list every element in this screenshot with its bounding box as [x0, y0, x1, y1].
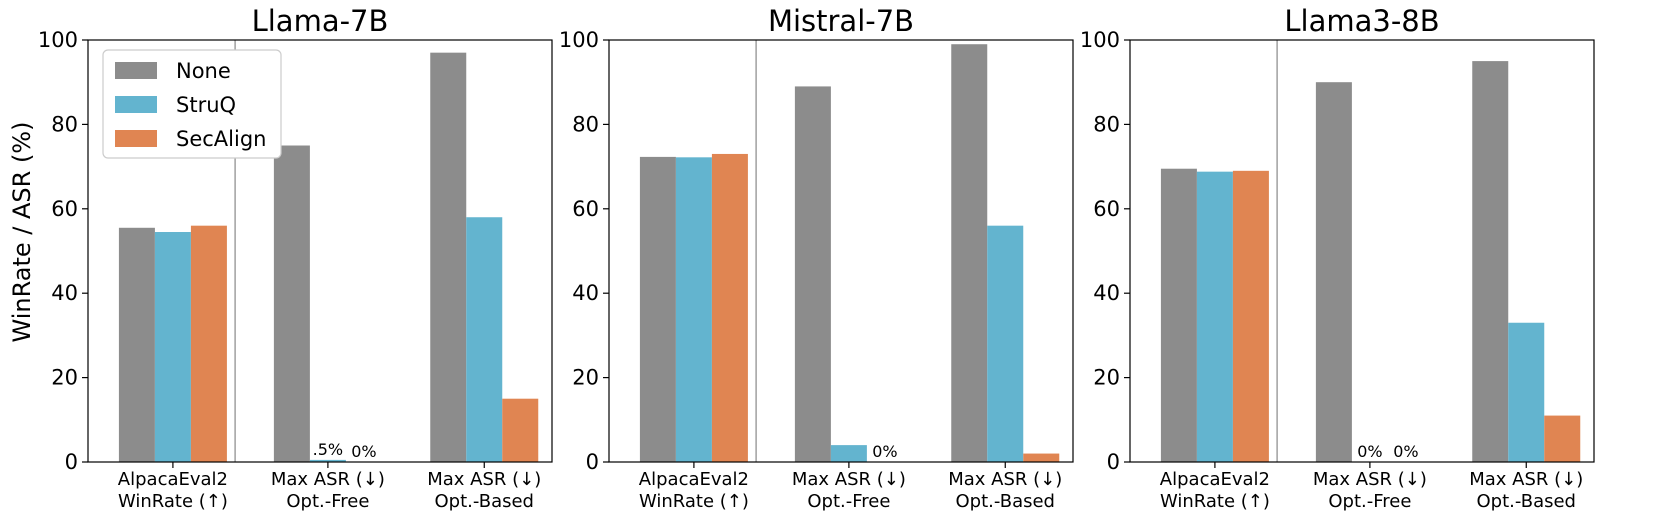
y-tick-label: 100 — [38, 28, 78, 52]
x-tick-label: AlpacaEval2 — [1160, 469, 1270, 490]
x-tick-label: Opt.-Free — [807, 491, 890, 512]
legend-swatch-struq — [115, 96, 157, 113]
data-label: 0% — [872, 442, 897, 461]
bar-secalign-1 — [1232, 170, 1269, 462]
x-tick-label: WinRate (↑) — [639, 491, 749, 512]
bar-none-1 — [118, 227, 155, 462]
bar-struq-1 — [154, 232, 191, 462]
legend-label-struq: StruQ — [176, 93, 236, 117]
y-tick-label: 40 — [1093, 281, 1120, 305]
x-tick-label: Opt.-Free — [286, 491, 369, 512]
x-tick-label: Max ASR (↓) — [948, 469, 1062, 490]
x-tick-label: Max ASR (↓) — [1469, 469, 1583, 490]
bar-secalign-1 — [190, 225, 227, 462]
x-tick-label: Opt.-Based — [435, 491, 534, 512]
axes-frame — [87, 39, 553, 463]
bar-struq-2 — [830, 445, 867, 462]
axes-frame — [608, 39, 1074, 463]
y-tick-label: 80 — [572, 112, 599, 136]
y-axis-label: WinRate / ASR (%) — [8, 122, 36, 343]
y-tick-label: 100 — [559, 28, 599, 52]
bar-struq-1 — [1196, 171, 1233, 462]
legend-swatch-none — [115, 62, 157, 79]
y-tick-label: 20 — [51, 366, 78, 390]
bar-none-2 — [1315, 82, 1352, 462]
bar-struq-3 — [466, 217, 503, 462]
bar-struq-1 — [675, 157, 712, 463]
y-tick-label: 0 — [586, 450, 599, 474]
bar-secalign-3 — [1023, 453, 1060, 462]
chart-panel-1: Llama-7B .5% 0% 0 20 40 60 80 100 AlpacaEval2WinR… — [38, 4, 553, 512]
y-tick-label: 60 — [572, 197, 599, 221]
bar-none-2 — [794, 86, 831, 463]
bar-secalign-3 — [502, 398, 539, 462]
y-tick-label: 40 — [572, 281, 599, 305]
chart-panel-3: Llama3-8B 0% 0% 0 20 40 60 80 100 AlpacaEval2WinR… — [1080, 4, 1595, 512]
data-label: .5% — [313, 440, 343, 459]
y-tick-label: 20 — [1093, 366, 1120, 390]
bar-none-1 — [639, 156, 676, 463]
x-tick-label: Opt.-Based — [956, 491, 1055, 512]
legend-swatch-secalign — [115, 130, 157, 147]
bar-struq-3 — [1508, 322, 1545, 462]
axes-frame — [1129, 39, 1595, 463]
bar-none-3 — [430, 52, 467, 462]
data-label: 0% — [1357, 442, 1382, 461]
data-label: 0% — [1393, 442, 1418, 461]
x-tick-label: Max ASR (↓) — [1313, 469, 1427, 490]
x-tick-label: Max ASR (↓) — [792, 469, 906, 490]
panel-title: Llama-7B — [252, 4, 389, 38]
bar-none-3 — [951, 44, 988, 462]
y-tick-label: 20 — [572, 366, 599, 390]
x-tick-label: Opt.-Based — [1477, 491, 1576, 512]
x-tick-label: AlpacaEval2 — [639, 469, 749, 490]
x-tick-label: WinRate (↑) — [1160, 491, 1270, 512]
bar-struq-2 — [309, 459, 346, 462]
bar-none-1 — [1160, 168, 1197, 462]
panel-title: Llama3-8B — [1284, 4, 1439, 38]
y-tick-label: 0 — [1107, 450, 1120, 474]
y-tick-label: 60 — [1093, 197, 1120, 221]
legend: None StruQ SecAlign — [102, 49, 282, 159]
x-tick-label: Opt.-Free — [1328, 491, 1411, 512]
x-tick-label: Max ASR (↓) — [271, 469, 385, 490]
panel-title: Mistral-7B — [768, 4, 914, 38]
y-tick-label: 80 — [1093, 112, 1120, 136]
y-tick-label: 0 — [65, 450, 78, 474]
data-label: 0% — [351, 442, 376, 461]
y-tick-label: 100 — [1080, 28, 1120, 52]
chart-panel-2: Mistral-7B 0% 0 20 40 60 80 100 AlpacaEval2WinRa… — [559, 4, 1074, 512]
legend-label-none: None — [176, 59, 231, 83]
bar-secalign-1 — [711, 153, 748, 462]
y-tick-label: 80 — [51, 112, 78, 136]
bar-secalign-3 — [1544, 415, 1581, 462]
x-tick-label: AlpacaEval2 — [118, 469, 228, 490]
x-tick-label: Max ASR (↓) — [427, 469, 541, 490]
y-tick-label: 60 — [51, 197, 78, 221]
bar-struq-3 — [987, 225, 1024, 462]
x-tick-label: WinRate (↑) — [118, 491, 228, 512]
bar-none-3 — [1472, 61, 1509, 462]
bar-none-2 — [273, 145, 310, 462]
legend-label-secalign: SecAlign — [176, 127, 266, 151]
y-tick-label: 40 — [51, 281, 78, 305]
